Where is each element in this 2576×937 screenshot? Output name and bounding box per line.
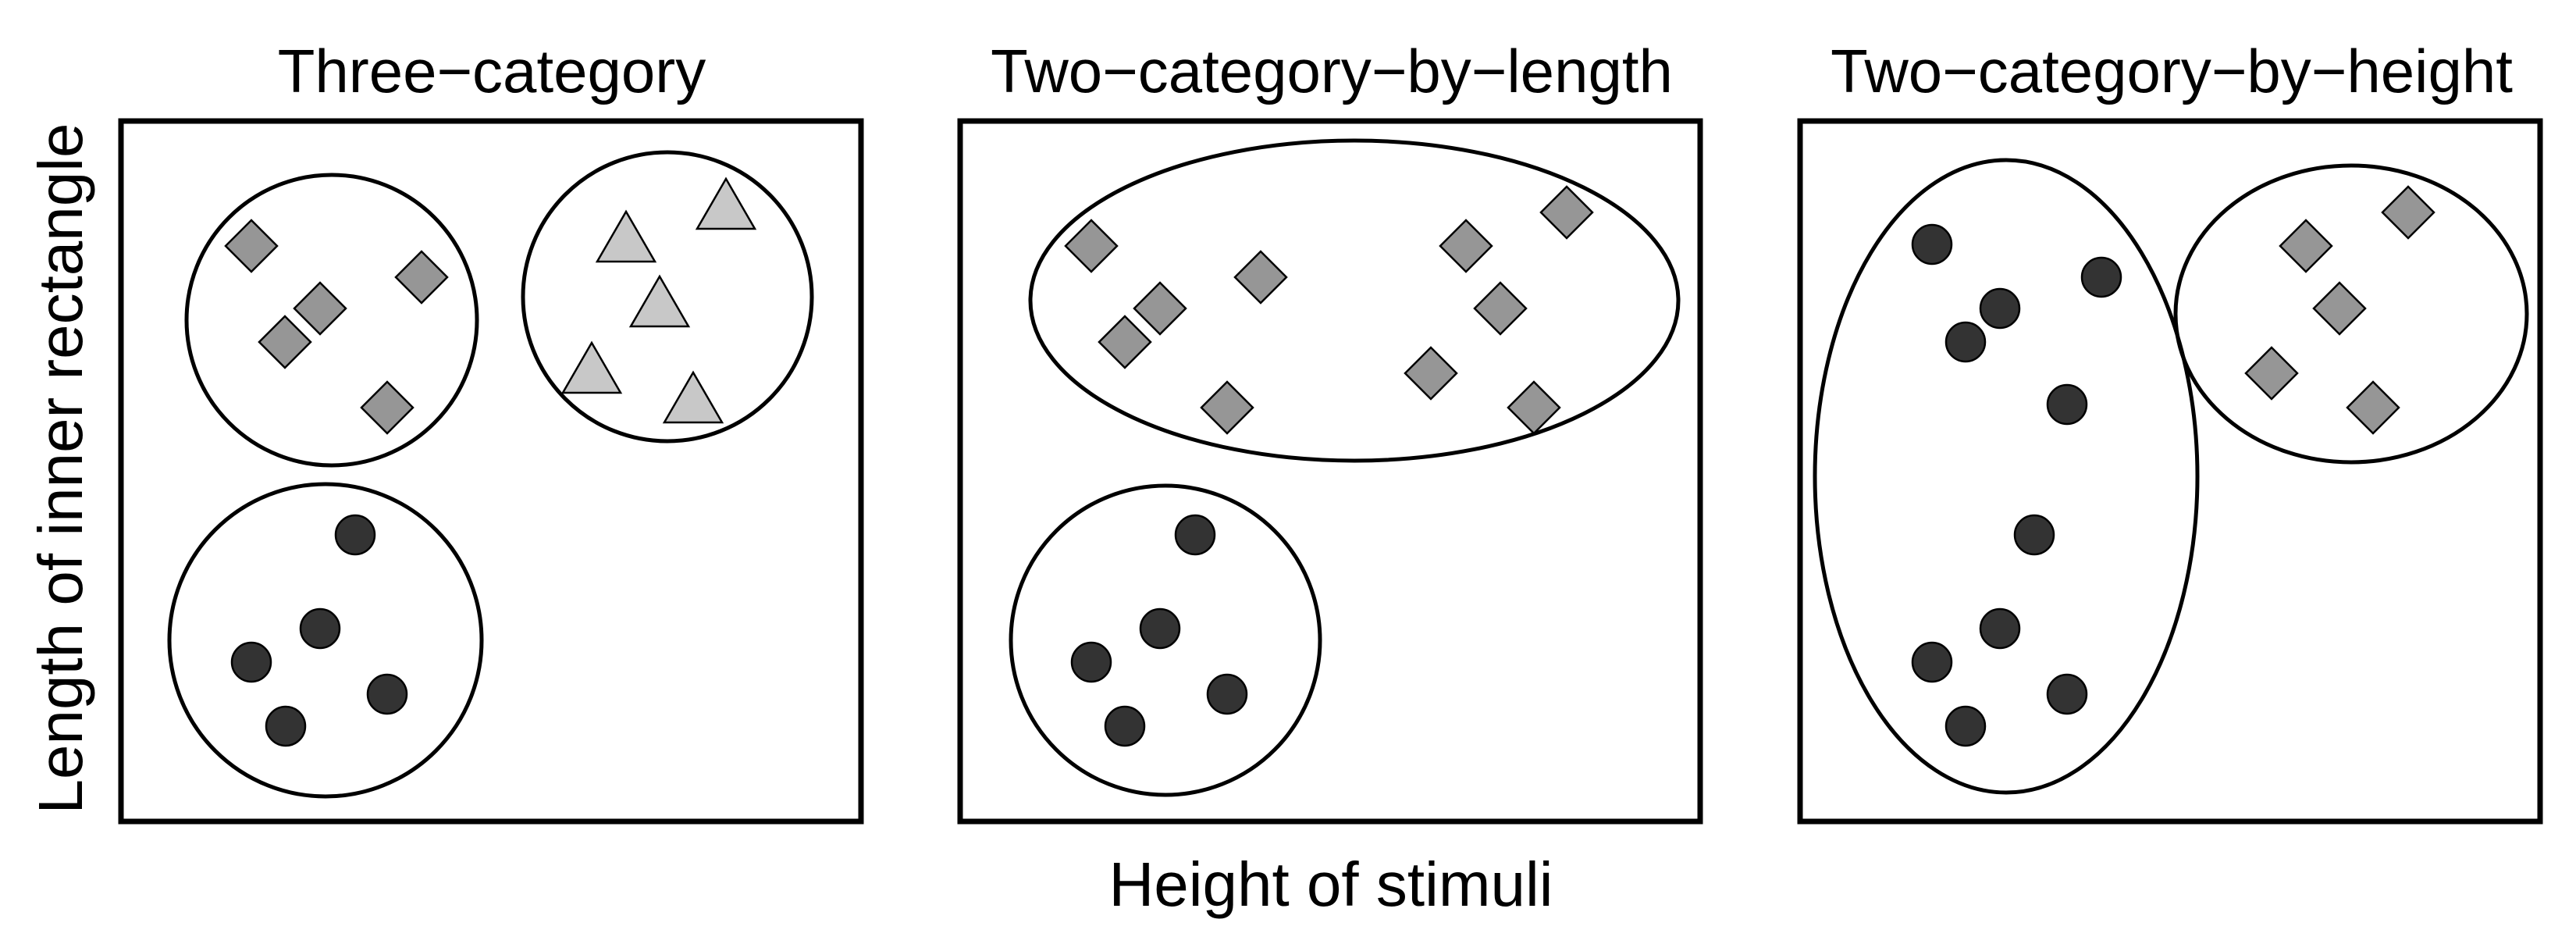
diamond-stimulus	[1098, 315, 1152, 369]
diamond-stimulus	[1200, 380, 1254, 435]
diamond-stimulus	[2279, 219, 2333, 273]
circle-stimulus	[334, 514, 376, 556]
category-boundary-triangles	[521, 150, 814, 444]
panel-two-category-by-length: Two−category−by−length	[957, 37, 1703, 825]
triangle-stimulus	[560, 340, 623, 394]
circle-stimulus	[1911, 641, 1953, 683]
diamond-stimulus	[1404, 346, 1458, 401]
circle-stimulus	[1139, 607, 1181, 650]
circle-stimulus	[230, 641, 272, 683]
stimulus-points	[1911, 185, 2435, 747]
x-axis-label: Height of stimuli	[1108, 850, 1553, 919]
diamond-stimulus	[2381, 185, 2435, 240]
circle-stimulus	[2046, 673, 2088, 715]
triangle-stimulus	[628, 274, 691, 328]
category-boundary-circles	[1813, 158, 2200, 795]
circle-stimulus	[299, 607, 341, 650]
diamond-stimulus	[1233, 250, 1288, 305]
diamond-stimulus	[293, 281, 347, 336]
diamond-stimulus	[1133, 281, 1187, 336]
category-boundary-circles	[167, 482, 484, 799]
stimulus-points	[1064, 185, 1594, 747]
diamond-stimulus	[2244, 346, 2299, 401]
panel-frame	[118, 118, 864, 825]
category-boundary-diamonds	[1028, 138, 1681, 463]
diamond-stimulus	[1439, 219, 1493, 273]
circle-stimulus	[1070, 641, 1112, 683]
circle-stimulus	[366, 673, 408, 715]
circle-stimulus	[1911, 223, 1953, 265]
circle-stimulus	[1206, 673, 1248, 715]
stimulus-points	[224, 176, 757, 747]
diamond-stimulus	[394, 250, 449, 305]
panel-title: Two−category−by−length	[991, 37, 1673, 105]
diamond-stimulus	[2346, 380, 2400, 435]
circle-stimulus	[2013, 514, 2055, 556]
y-axis-label: Length of inner rectangle	[26, 123, 95, 814]
panel-title: Two−category−by−height	[1831, 37, 2513, 105]
circle-stimulus	[1944, 705, 1987, 747]
diamond-stimulus	[1507, 380, 1561, 435]
circle-stimulus	[1104, 705, 1146, 747]
circle-stimulus	[2080, 256, 2122, 298]
diamond-stimulus	[1539, 185, 1594, 240]
diamond-stimulus	[224, 219, 279, 273]
diamond-stimulus	[360, 380, 415, 435]
panel-frame	[1797, 118, 2543, 825]
circle-stimulus	[265, 705, 307, 747]
circle-stimulus	[1944, 321, 1987, 363]
diamond-stimulus	[258, 315, 312, 369]
circle-stimulus	[1174, 514, 1216, 556]
triangle-stimulus	[695, 176, 757, 230]
panel-two-category-by-height: Two−category−by−height	[1797, 37, 2543, 825]
diamond-stimulus	[1064, 219, 1119, 273]
circle-stimulus	[2046, 383, 2088, 426]
panel-title: Three−category	[278, 37, 706, 105]
category-boundary-diamonds	[2173, 163, 2529, 465]
diamond-stimulus	[1473, 281, 1528, 336]
triangle-stimulus	[662, 370, 724, 424]
triangle-stimulus	[595, 209, 657, 263]
circle-stimulus	[1979, 607, 2021, 650]
category-boundary-diamonds	[184, 173, 479, 468]
category-boundary-circles	[1009, 483, 1322, 797]
diamond-stimulus	[2312, 281, 2367, 336]
panel-frame	[957, 118, 1703, 825]
panel-three-category: Three−category	[118, 37, 864, 825]
circle-stimulus	[1979, 287, 2021, 330]
